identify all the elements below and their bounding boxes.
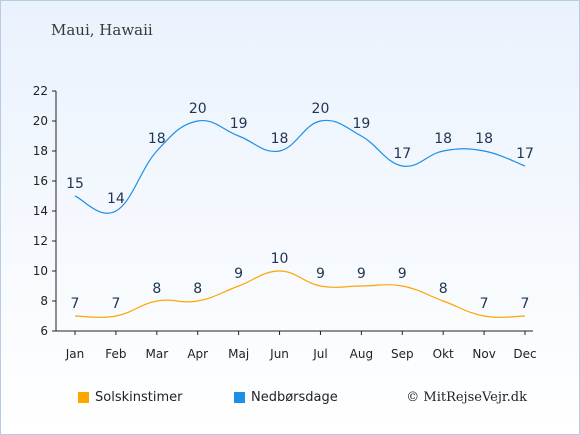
credit-text: © MitRejseVejr.dk [406,390,527,405]
data-label-sunshine: 7 [480,296,489,312]
data-label-rain-days: 18 [148,131,166,147]
legend-label-sunshine: Solskinstimer [95,390,183,405]
data-label-sunshine: 9 [357,266,366,282]
data-label-sunshine: 8 [439,281,448,297]
y-tick-label: 6 [40,324,48,338]
data-label-sunshine: 9 [398,266,407,282]
y-tick-label: 8 [40,294,48,308]
data-label-sunshine: 7 [521,296,530,312]
x-tick-label: Jun [269,347,289,361]
data-label-sunshine: 8 [193,281,202,297]
x-tick-label: Sep [391,347,414,361]
x-tick-label: Mar [145,347,168,361]
data-label-sunshine: 10 [271,251,289,267]
y-tick-label: 18 [33,144,48,158]
x-tick-label: Jan [65,347,85,361]
data-label-sunshine: 7 [111,296,120,312]
x-tick-label: Aug [350,347,373,361]
data-label-rain-days: 17 [393,146,411,162]
x-tick-label: Dec [513,347,536,361]
data-label-sunshine: 7 [71,296,80,312]
y-tick-label: 16 [33,174,48,188]
series-line-sunshine [74,270,526,318]
data-label-rain-days: 15 [66,176,84,192]
legend-label-rain-days: Nedbørsdage [251,390,338,405]
x-tick-label: Jul [312,347,327,361]
data-label-sunshine: 8 [152,281,161,297]
x-tick-label: Okt [433,347,454,361]
x-tick-label: Nov [472,347,495,361]
data-label-rain-days: 17 [516,146,534,162]
data-label-rain-days: 19 [230,116,248,132]
chart-title: Maui, Hawaii [51,21,153,39]
y-tick-label: 20 [33,114,48,128]
y-tick-label: 14 [33,204,48,218]
x-tick-label: Feb [105,347,126,361]
data-label-rain-days: 20 [312,101,330,117]
x-tick-label: Maj [228,347,249,361]
x-tick-label: Apr [187,347,208,361]
data-label-rain-days: 14 [107,191,125,207]
data-label-rain-days: 19 [352,116,370,132]
data-label-rain-days: 18 [475,131,493,147]
data-label-sunshine: 9 [316,266,325,282]
legend-item-sunshine: Solskinstimer [78,390,182,405]
y-tick-label: 10 [33,264,48,278]
data-label-rain-days: 18 [434,131,452,147]
y-tick-label: 12 [33,234,48,248]
data-label-rain-days: 20 [189,101,207,117]
data-label-rain-days: 18 [271,131,289,147]
series-line-rain-days [74,119,526,214]
legend-swatch-sunshine [78,392,89,403]
legend-item-rain-days: Nedbørsdage [234,390,338,405]
y-tick-label: 22 [33,84,48,98]
legend-swatch-rain-days [234,392,245,403]
data-label-sunshine: 9 [234,266,243,282]
